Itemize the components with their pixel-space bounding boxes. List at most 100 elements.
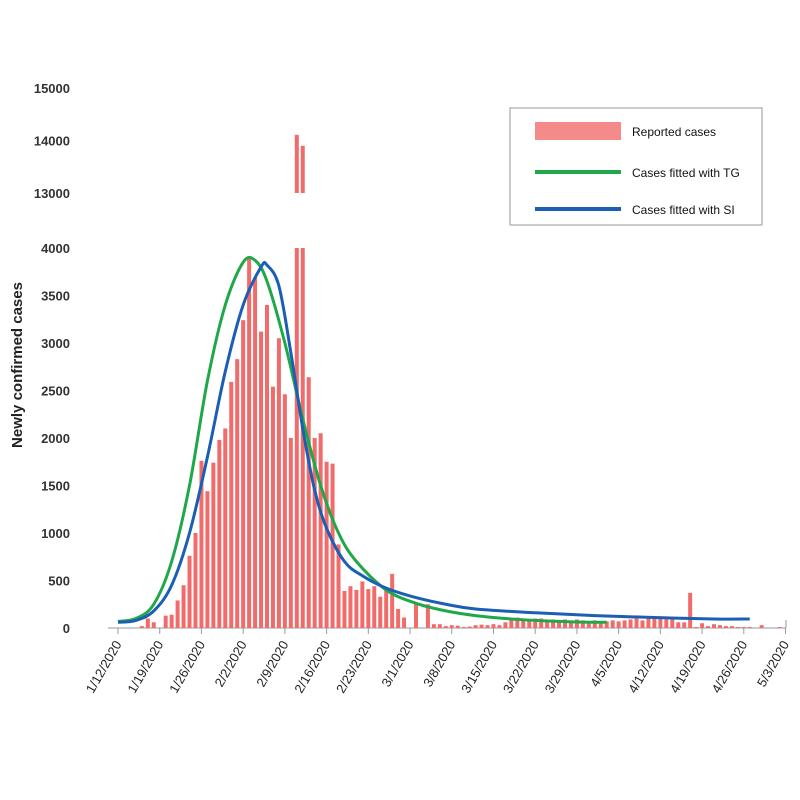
x-tick-label: 3/29/2020 xyxy=(542,638,584,696)
bar-reported-cases xyxy=(288,438,293,628)
bar-reported-cases xyxy=(300,248,305,628)
bar-reported-cases xyxy=(634,618,639,628)
bar-reported-cases xyxy=(205,491,210,628)
bar-reported-cases xyxy=(461,627,466,628)
bar-reported-cases xyxy=(151,622,156,628)
bar-reported-cases xyxy=(652,617,657,628)
bar-reported-cases xyxy=(604,621,609,628)
bar-reported-cases xyxy=(539,618,544,628)
bar-reported-cases xyxy=(211,462,216,628)
bar-reported-cases xyxy=(545,619,550,628)
bar-reported-cases xyxy=(622,620,627,628)
bar-reported-cases xyxy=(139,626,144,628)
bar-reported-cases xyxy=(193,533,198,628)
legend-label-reported-cases: Reported cases xyxy=(632,125,716,139)
bar-reported-cases xyxy=(729,626,734,628)
bar-reported-cases xyxy=(265,305,269,628)
bar-reported-cases xyxy=(360,581,365,628)
x-tick-label: 1/19/2020 xyxy=(124,638,166,696)
x-tick-label: 4/12/2020 xyxy=(625,638,667,696)
bar-reported-cases xyxy=(276,338,281,628)
bar-reported-cases xyxy=(169,614,174,628)
bar-reported-cases xyxy=(455,625,460,628)
y-tick-label: 4000 xyxy=(41,241,70,256)
bar-reported-cases xyxy=(318,433,323,628)
y-tick-label: 500 xyxy=(48,574,70,589)
bar-reported-cases xyxy=(735,627,740,628)
bar-reported-cases xyxy=(247,258,252,628)
x-tick-label: 3/1/2020 xyxy=(378,638,416,689)
bar-reported-cases xyxy=(312,438,317,628)
x-tick-label: 3/8/2020 xyxy=(420,638,458,689)
bar-reported-cases xyxy=(199,460,204,628)
x-tick-label: 1/26/2020 xyxy=(166,638,208,696)
bar-reported-cases xyxy=(354,590,359,628)
bar-reported-cases xyxy=(723,626,728,628)
bar-reported-cases xyxy=(712,624,716,628)
bar-reported-cases xyxy=(586,621,591,628)
x-tick-label: 5/3/2020 xyxy=(754,638,792,689)
bar-reported-cases xyxy=(181,585,186,628)
bar-reported-cases xyxy=(676,622,681,628)
bar-reported-cases xyxy=(694,627,699,628)
bar-reported-cases xyxy=(390,573,395,628)
y-axis-label: Newly confirmed cases xyxy=(9,282,26,448)
bar-reported-cases xyxy=(479,624,484,628)
bar-reported-cases xyxy=(497,625,502,628)
bar-reported-cases xyxy=(700,623,705,628)
x-tick-label: 2/2/2020 xyxy=(211,638,249,689)
bar-reported-cases xyxy=(616,621,621,628)
bar-reported-cases xyxy=(592,620,597,628)
bar-reported-cases xyxy=(259,331,264,628)
bar-reported-cases xyxy=(610,620,615,628)
bar-reported-cases xyxy=(330,463,335,628)
y-tick-label: 1000 xyxy=(41,526,70,541)
bar-reported-cases xyxy=(658,618,663,628)
y-tick-label: 1500 xyxy=(41,479,70,494)
legend-swatch-reported-cases xyxy=(535,122,621,140)
x-tick-label: 4/26/2020 xyxy=(708,638,750,696)
bar-reported-cases xyxy=(467,626,472,628)
bar-reported-cases xyxy=(473,625,478,628)
bar-reported-cases xyxy=(342,590,347,628)
x-tick-label: 3/22/2020 xyxy=(500,638,542,696)
bar-reported-cases xyxy=(425,604,430,628)
x-tick-label: 1/12/2020 xyxy=(83,638,125,696)
bar-reported-cases xyxy=(533,618,538,628)
bar-reported-cases xyxy=(437,624,442,628)
bar-reported-cases xyxy=(145,618,150,628)
bar-reported-cases xyxy=(396,609,401,628)
bar-reported-cases xyxy=(664,619,669,628)
bar-reported-cases xyxy=(759,625,764,628)
x-tick-label: 4/5/2020 xyxy=(587,638,625,689)
bar-reported-cases xyxy=(282,394,287,628)
bar-reported-cases xyxy=(527,619,532,628)
bar-reported-cases xyxy=(431,624,436,628)
bar-reported-cases xyxy=(175,600,180,628)
bar-reported-cases xyxy=(241,320,246,628)
bar-reported-cases xyxy=(509,618,514,628)
y-tick-label: 0 xyxy=(63,621,70,636)
bar-reported-cases xyxy=(491,624,496,628)
bar-reported-cases xyxy=(229,381,234,628)
bar-reported-cases xyxy=(646,617,651,628)
bar-reported-cases xyxy=(670,618,675,628)
y-tick-label: 15000 xyxy=(34,81,70,96)
bar-reported-cases xyxy=(574,619,579,628)
bar-reported-cases xyxy=(557,620,562,628)
bar-reported-cases xyxy=(223,428,228,628)
bar-reported-cases xyxy=(741,627,746,628)
bar-reported-cases xyxy=(294,248,299,628)
bar-reported-cases xyxy=(485,625,490,628)
bar-reported-cases xyxy=(628,619,633,628)
y-tick-label: 3500 xyxy=(41,289,70,304)
bar-reported-cases xyxy=(706,626,711,628)
x-tick-label: 4/19/2020 xyxy=(667,638,709,696)
y-tick-label: 2000 xyxy=(41,431,70,446)
legend-label-tg: Cases fitted with TG xyxy=(632,166,740,180)
bar-reported-cases xyxy=(378,596,383,628)
bar-reported-cases xyxy=(336,544,341,628)
bar-reported-cases xyxy=(443,626,448,628)
